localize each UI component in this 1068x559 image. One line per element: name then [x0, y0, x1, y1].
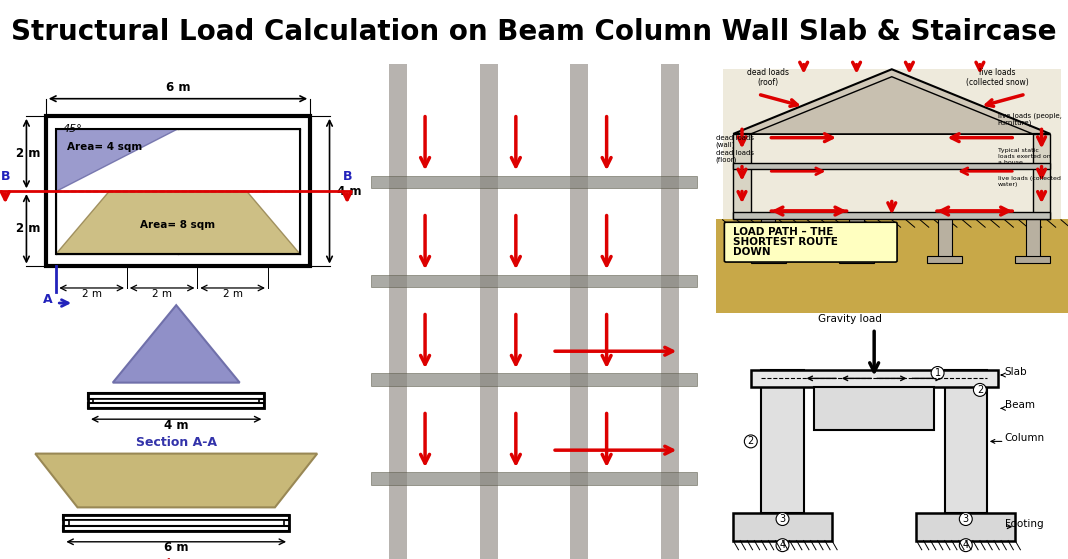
- Text: 1: 1: [934, 368, 941, 378]
- Text: dead loads
(roof): dead loads (roof): [748, 68, 789, 87]
- Bar: [88, 403, 265, 409]
- Text: SHORTEST ROUTE: SHORTEST ROUTE: [733, 237, 838, 247]
- Text: live loads (people,
Furniture): live loads (people, Furniture): [998, 112, 1062, 126]
- Bar: [371, 472, 697, 485]
- Bar: [68, 520, 284, 528]
- Text: 3: 3: [780, 514, 786, 524]
- Bar: [938, 219, 952, 258]
- Bar: [733, 212, 1050, 219]
- Text: Beam: Beam: [1005, 400, 1035, 410]
- Text: Slab: Slab: [1005, 367, 1027, 377]
- Bar: [1025, 219, 1040, 258]
- Text: 4 m: 4 m: [164, 419, 188, 432]
- Text: 4: 4: [962, 540, 969, 550]
- Text: DOWN: DOWN: [733, 247, 771, 257]
- Bar: [916, 513, 1015, 541]
- Bar: [761, 370, 803, 513]
- Bar: [733, 163, 1050, 169]
- Text: B: B: [343, 170, 351, 183]
- Text: 4: 4: [780, 540, 786, 550]
- Text: dead loads
(wall): dead loads (wall): [716, 135, 754, 148]
- FancyBboxPatch shape: [724, 222, 897, 262]
- Bar: [371, 373, 697, 386]
- Bar: [480, 64, 498, 559]
- Text: 3: 3: [962, 514, 969, 524]
- Bar: [371, 274, 697, 287]
- Text: Structural Load Calculation on Beam Column Wall Slab & Staircase: Structural Load Calculation on Beam Colu…: [12, 18, 1056, 46]
- Bar: [927, 256, 962, 263]
- Bar: [63, 515, 289, 520]
- Text: Area= 8 sqm: Area= 8 sqm: [140, 220, 216, 230]
- Bar: [88, 394, 265, 399]
- Bar: [371, 176, 697, 188]
- Bar: [63, 526, 289, 531]
- Text: Area= 4 sqm: Area= 4 sqm: [67, 142, 142, 151]
- Bar: [389, 64, 407, 559]
- Polygon shape: [751, 77, 1033, 134]
- Text: live loads (collected
water): live loads (collected water): [998, 176, 1061, 187]
- Polygon shape: [35, 453, 317, 508]
- Text: dead loads
(floor): dead loads (floor): [716, 150, 754, 163]
- Bar: [63, 515, 289, 531]
- Bar: [1015, 256, 1050, 263]
- Polygon shape: [113, 305, 239, 382]
- Polygon shape: [733, 69, 1050, 134]
- Bar: [661, 64, 679, 559]
- Bar: [723, 69, 1061, 263]
- Text: Column: Column: [1005, 433, 1045, 443]
- Text: Section A-A: Section A-A: [136, 436, 217, 449]
- Text: 2 m: 2 m: [16, 222, 41, 235]
- Text: LOAD PATH – THE: LOAD PATH – THE: [733, 227, 833, 237]
- Bar: [57, 129, 299, 254]
- Text: 2 m: 2 m: [222, 290, 242, 300]
- Text: 6 m: 6 m: [166, 81, 190, 94]
- Bar: [849, 219, 864, 258]
- Text: B: B: [1, 170, 10, 183]
- Polygon shape: [57, 191, 299, 254]
- Bar: [944, 370, 987, 513]
- Text: 2: 2: [977, 385, 983, 395]
- Text: 2: 2: [748, 437, 754, 447]
- Bar: [761, 219, 775, 258]
- Bar: [733, 513, 832, 541]
- Bar: [751, 370, 998, 387]
- Text: live loads
(collected snow): live loads (collected snow): [967, 68, 1028, 87]
- Bar: [716, 219, 1068, 313]
- Text: 2 m: 2 m: [152, 290, 172, 300]
- Text: A: A: [43, 293, 53, 306]
- Text: 2 m: 2 m: [81, 290, 101, 300]
- Bar: [733, 134, 751, 219]
- Text: 6 m: 6 m: [164, 541, 188, 555]
- Bar: [1033, 134, 1050, 219]
- Polygon shape: [57, 129, 178, 191]
- Text: 4 m: 4 m: [336, 184, 361, 198]
- Bar: [46, 116, 310, 267]
- Bar: [570, 64, 588, 559]
- Text: Footing: Footing: [1005, 519, 1043, 529]
- Bar: [88, 394, 265, 409]
- Bar: [46, 116, 310, 267]
- Bar: [751, 256, 786, 263]
- Bar: [814, 387, 934, 430]
- Text: 45°: 45°: [63, 124, 82, 134]
- Bar: [839, 256, 874, 263]
- Text: Typical static
loads exerted on
a house.: Typical static loads exerted on a house.: [998, 148, 1050, 164]
- Text: Gravity load: Gravity load: [817, 314, 881, 324]
- Text: 2 m: 2 m: [16, 147, 41, 160]
- Bar: [93, 399, 260, 405]
